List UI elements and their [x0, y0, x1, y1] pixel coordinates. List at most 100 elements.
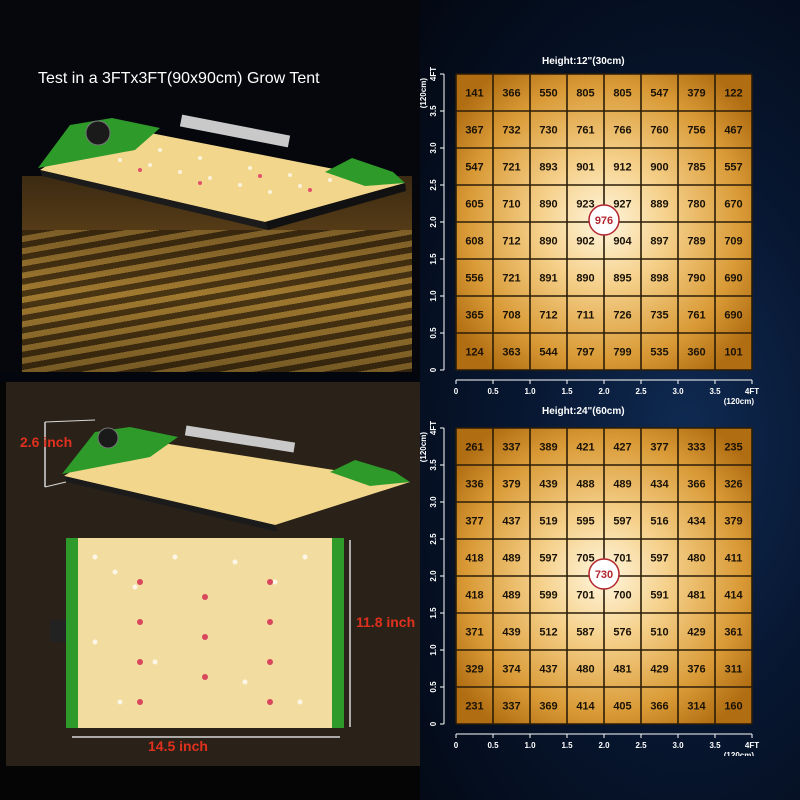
heatmap-cell-value: 889 [650, 199, 668, 211]
heatmap-cell-value: 605 [465, 199, 483, 211]
heatmap-cell-value: 261 [465, 442, 483, 454]
heatmap-cell-value: 377 [650, 442, 668, 454]
y-tick-label: 2.5 [429, 533, 438, 545]
y-axis-unit: (120cm) [420, 78, 428, 109]
x-tick-label: 1.5 [561, 741, 573, 750]
heatmap-cell-value: 489 [613, 479, 631, 491]
heatmap-cell-value: 333 [687, 442, 705, 454]
heatmap-cell-value: 371 [465, 627, 483, 639]
heatmap-cell-value: 124 [465, 347, 484, 359]
heatmap-cell-value: 708 [502, 310, 520, 322]
heatmap-cell-value: 481 [613, 664, 631, 676]
chart2-title: Height:24"(60cm) [542, 406, 625, 417]
heatmap-cell-value: 799 [613, 347, 631, 359]
x-tick-label: 0.5 [487, 387, 499, 396]
chart2-heatmap: 261 337 389 421 427 377 333 235 336 379 439 488 489 4… [420, 421, 759, 756]
x-tick-label: 1.5 [561, 387, 573, 396]
heatmap-cell-value: 732 [502, 125, 520, 137]
heatmap-cell-value: 893 [539, 162, 557, 174]
heatmap-cell-value: 488 [576, 479, 594, 491]
heatmap-cell-value: 439 [539, 479, 557, 491]
heatmap-cell-value: 576 [613, 627, 631, 639]
heatmap-cell-value: 904 [613, 236, 632, 248]
heatmap-cell-value: 481 [687, 590, 705, 602]
heatmap-cell-value: 141 [465, 88, 483, 100]
heatmap-cell-value: 709 [724, 236, 742, 248]
y-tick-label: 0.5 [429, 681, 438, 693]
dimmer-knob [85, 120, 111, 146]
side-dimmer-knob [97, 427, 119, 449]
heatmap-cell-value: 429 [650, 664, 668, 676]
heatmap-cell-value: 376 [687, 664, 705, 676]
heatmap-cell-value: 760 [650, 125, 668, 137]
heatmap-cell-value: 902 [576, 236, 594, 248]
heatmap-cell-value: 710 [502, 199, 520, 211]
heatmap-cell-value: 379 [687, 88, 705, 100]
heatmap-cell-value: 900 [650, 162, 668, 174]
heatmap-cell-value: 512 [539, 627, 557, 639]
heatmap-cell-value: 898 [650, 273, 668, 285]
x-tick-label: 2.0 [598, 741, 610, 750]
heatmap-cell-value: 547 [465, 162, 483, 174]
heatmap-cell-value: 595 [576, 516, 594, 528]
heatmap-cell-value: 785 [687, 162, 705, 174]
heatmap-cell-value: 421 [576, 442, 594, 454]
heatmap-cell-value: 895 [613, 273, 631, 285]
heatmap-cell-value: 890 [539, 199, 557, 211]
y-tick-label: 2.0 [429, 216, 438, 228]
y-tick-label: 4FT [429, 421, 438, 435]
heatmap-cell-value: 361 [724, 627, 742, 639]
heatmap-cell-value: 761 [576, 125, 594, 137]
heatmap-cell-value: 329 [465, 664, 483, 676]
heatmap-cell-value: 389 [539, 442, 557, 454]
heatmap-cell-value: 712 [502, 236, 520, 248]
light-panel-side [265, 183, 406, 230]
heatmap-cell-value: 434 [687, 516, 706, 528]
heatmap-cell-value: 337 [502, 442, 520, 454]
heatmap-cell-value: 366 [502, 88, 520, 100]
heatmap-cell-value: 377 [465, 516, 483, 528]
heatmap-cell-value: 790 [687, 273, 705, 285]
y-tick-label: 0 [429, 721, 438, 726]
heatmap-cell-value: 705 [576, 553, 594, 565]
heatmap-cell-value: 326 [724, 479, 742, 491]
height-guide-bottom [44, 481, 67, 488]
heatmap-cell-value: 700 [613, 590, 631, 602]
heatmap-cell-value: 891 [539, 273, 557, 285]
heatmap-cell-value: 912 [613, 162, 631, 174]
photo-caption: Test in a 3FTx3FT(90x90cm) Grow Tent [38, 70, 320, 87]
heatmap-cell-value: 519 [539, 516, 557, 528]
center-peak-value: 976 [595, 215, 613, 227]
heatmap-cell-value: 429 [687, 627, 705, 639]
heatmap-cell-value: 231 [465, 701, 483, 713]
side-light-face [64, 437, 410, 525]
heatmap-cell-value: 805 [613, 88, 631, 100]
x-tick-label: 4FT [745, 387, 759, 396]
height-guide-top [44, 419, 96, 423]
heatmap-cell-value: 336 [465, 479, 483, 491]
front-red-led-dots [137, 579, 273, 705]
heatmap-cell-value: 414 [724, 590, 743, 602]
heatmap-cell-value: 235 [724, 442, 742, 454]
heatmap-cell-value: 480 [576, 664, 594, 676]
heatmap-cell-value: 805 [576, 88, 594, 100]
right-green-wing [325, 158, 405, 186]
heatmap-cell-value: 735 [650, 310, 668, 322]
y-tick-label: 1.5 [429, 607, 438, 619]
heatmap-cell-value: 670 [724, 199, 742, 211]
heatmap-cell-value: 337 [502, 701, 520, 713]
heatmap-cell-value: 701 [613, 553, 631, 565]
heatmap-cell-value: 366 [650, 701, 668, 713]
heatmap-cell-value: 434 [650, 479, 669, 491]
chart1-heatmap: 141 366 550 805 805 547 379 122 367 732 730 761 766 7… [420, 67, 759, 406]
heatmap-cell-value: 766 [613, 125, 631, 137]
heatmap-cell-value: 439 [502, 627, 520, 639]
x-tick-label: 0.5 [487, 741, 499, 750]
heatmap-cell-value: 489 [502, 553, 520, 565]
heatmap-cell-value: 927 [613, 199, 631, 211]
heatmap-cell-value: 789 [687, 236, 705, 248]
heatmap-cell-value: 405 [613, 701, 631, 713]
chart1-title: Height:12"(30cm) [542, 56, 625, 67]
heatmap-cell-value: 437 [502, 516, 520, 528]
y-tick-label: 2.0 [429, 570, 438, 582]
